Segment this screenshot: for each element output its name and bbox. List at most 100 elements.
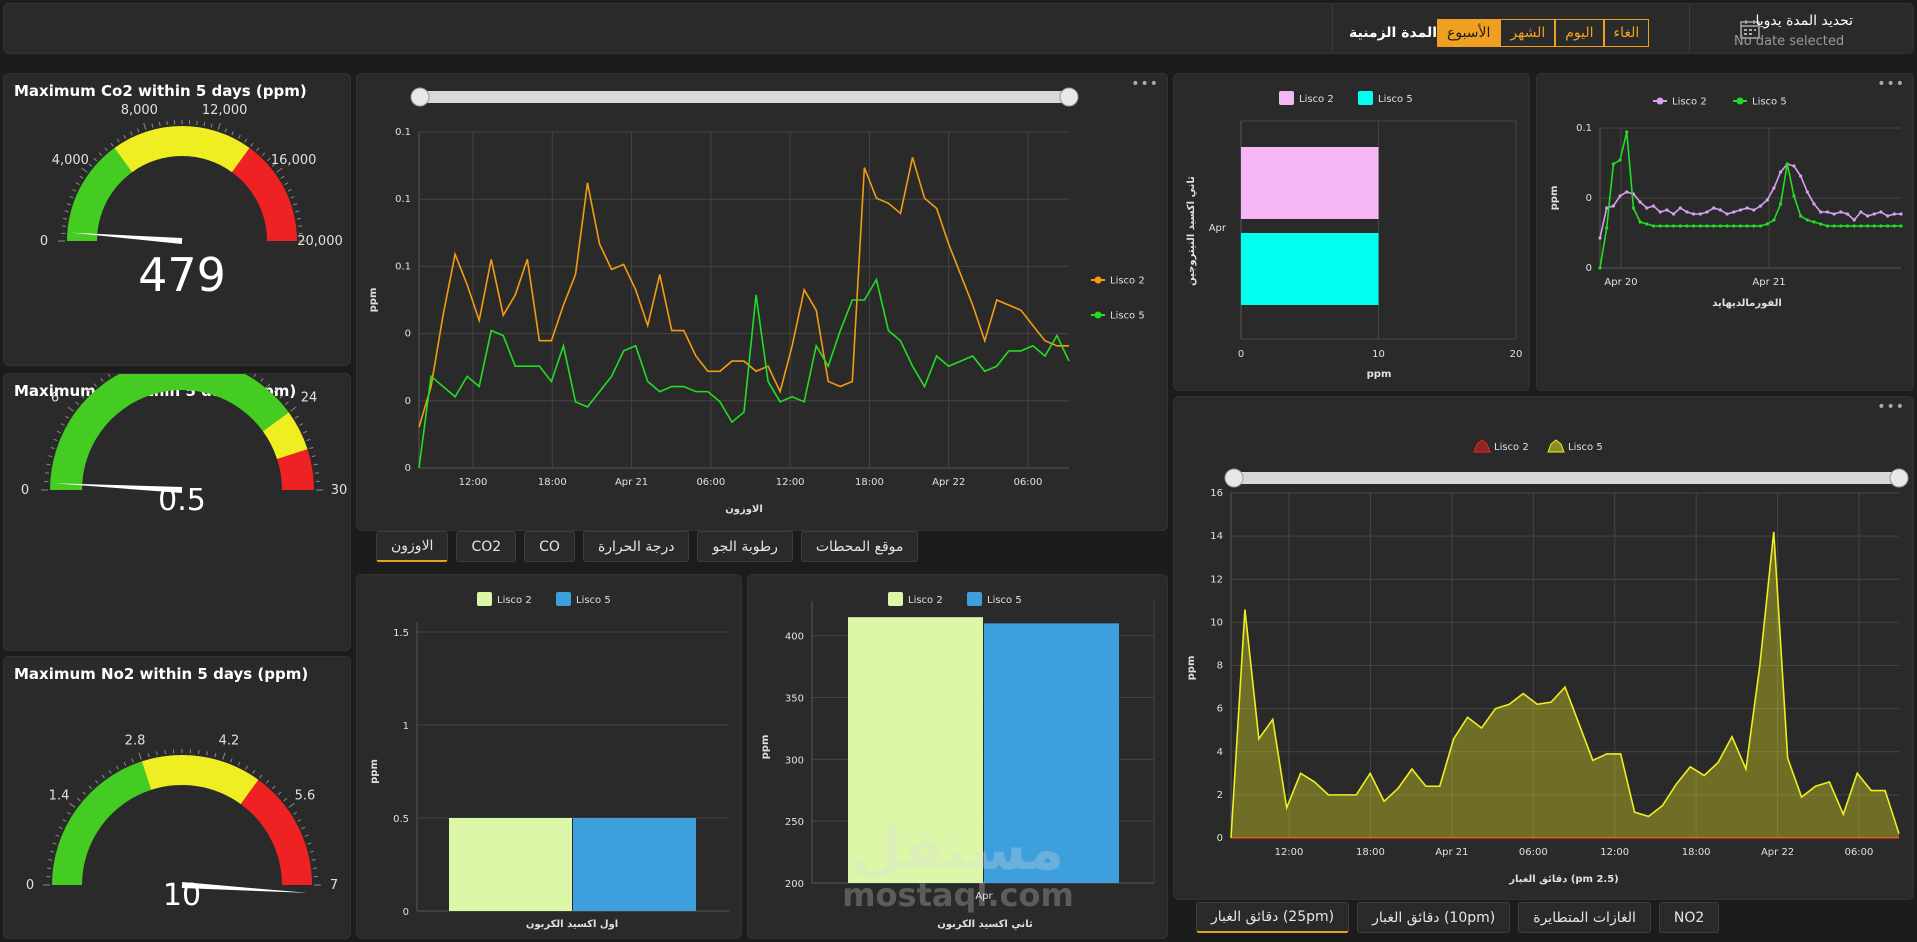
x-tick-label: 06:00 xyxy=(696,477,725,488)
tab[interactable]: دقائق الغبار (25pm) xyxy=(1196,902,1350,933)
data-point xyxy=(1665,224,1669,228)
gauge-tick-label: 24 xyxy=(301,391,318,406)
gauge-tick xyxy=(267,383,271,388)
y-tick-label: 0 xyxy=(405,329,411,340)
data-point xyxy=(1605,206,1609,210)
legend-marker xyxy=(556,592,571,606)
period-button[interactable]: الغاء xyxy=(1603,19,1650,47)
gauge-tick xyxy=(88,163,93,167)
calendar-icon[interactable] xyxy=(1739,18,1761,40)
gauge-tick xyxy=(56,430,61,434)
gauge-needle xyxy=(181,882,308,893)
gauge-band xyxy=(231,147,297,241)
data-point xyxy=(1852,218,1856,222)
legend-marker xyxy=(967,592,982,606)
x-tick-label: 12:00 xyxy=(1600,847,1629,858)
period-button[interactable]: الشهر xyxy=(1500,19,1556,47)
gauge-tick xyxy=(253,374,257,378)
data-point xyxy=(1758,204,1763,208)
x-tick-label: 12:00 xyxy=(459,477,488,488)
gauge-tick xyxy=(104,147,108,152)
legend-marker xyxy=(888,592,903,606)
y-tick-label: 0.5 xyxy=(393,814,409,825)
x-tick-label: 0 xyxy=(1238,349,1244,360)
tab[interactable]: دقائق الغبار (10pm) xyxy=(1357,902,1511,933)
gauge-tick xyxy=(284,401,289,405)
tab[interactable]: NO2 xyxy=(1658,902,1720,933)
data-point xyxy=(1692,212,1696,216)
gauge-tick xyxy=(259,774,263,779)
x-axis-title: الفورمالديهايد xyxy=(1712,298,1782,309)
more-options-icon[interactable]: ••• xyxy=(1877,399,1905,415)
y-tick-label: 0 xyxy=(1586,193,1592,204)
gauge-tick xyxy=(130,131,133,136)
period-button[interactable]: اليوم xyxy=(1555,19,1604,47)
tab[interactable]: درجة الحرارة xyxy=(582,531,690,562)
period-button[interactable]: الأسبوع xyxy=(1437,19,1501,47)
tab[interactable]: الاوزون xyxy=(376,531,449,562)
y-axis-title: ppm xyxy=(1186,656,1197,681)
gauge-needle xyxy=(54,483,183,493)
gauge-tick xyxy=(290,406,297,412)
more-options-icon[interactable]: ••• xyxy=(1131,76,1159,92)
gauge-tick xyxy=(93,157,98,162)
gauge-tick xyxy=(76,797,81,802)
bar xyxy=(848,617,983,883)
more-options-icon[interactable]: ••• xyxy=(1877,76,1905,92)
tab[interactable]: الغازات المتطايرة xyxy=(1518,902,1651,933)
gauge-tick xyxy=(55,834,60,837)
gauge-tick xyxy=(69,802,76,808)
range-slider-handle[interactable] xyxy=(1059,87,1079,107)
data-point xyxy=(1625,190,1629,194)
gauge-tick xyxy=(93,383,97,388)
gauge-tick-label: 12,000 xyxy=(202,103,248,118)
legend-marker xyxy=(1736,97,1744,105)
series-line xyxy=(1230,531,1900,839)
legend-marker xyxy=(1094,276,1102,284)
gauge-tick xyxy=(147,753,150,758)
range-slider-handle[interactable] xyxy=(1889,468,1909,488)
tab[interactable]: CO2 xyxy=(456,531,517,562)
data-point xyxy=(1685,210,1689,214)
data-point xyxy=(1625,130,1629,134)
gauge-tick xyxy=(75,182,80,186)
y-axis-title: ppm xyxy=(369,759,380,784)
gauge-tick xyxy=(50,850,55,853)
tab[interactable]: موقع المحطات xyxy=(800,531,919,562)
gauge-band xyxy=(141,755,259,805)
data-point xyxy=(1712,206,1716,210)
gauge-tick xyxy=(88,785,93,790)
data-point xyxy=(1651,224,1656,228)
tab[interactable]: CO xyxy=(524,531,575,562)
y-tick-label: 6 xyxy=(1217,704,1223,715)
x-axis-title: اول اكسيد الكربون xyxy=(526,919,618,930)
gauge-tick xyxy=(46,463,51,466)
gauge-tick xyxy=(224,128,228,133)
range-slider-handle[interactable] xyxy=(410,87,430,107)
range-slider-handle[interactable] xyxy=(1224,468,1244,488)
gauge-tick xyxy=(50,446,55,450)
x-tick-label: 20 xyxy=(1510,349,1523,360)
gauge-tick xyxy=(277,791,282,796)
manual-range-title[interactable]: تحديد المدة يدويا xyxy=(1755,13,1853,29)
tab[interactable]: رطوبة الجو xyxy=(697,531,793,562)
legend-label: Lisco 2 xyxy=(1299,94,1334,105)
gauge-tick-label: 30 xyxy=(331,483,348,498)
gauge-band xyxy=(67,147,133,241)
gauge-tick xyxy=(293,203,298,206)
formaldehyde-chart-panel: ••• 0 0 0.1 Apr 20 Apr 21 الفورمالديهايد ppm Li… xyxy=(1536,73,1914,391)
gauge-tick xyxy=(307,842,312,845)
mid-tabbar: موقع المحطات رطوبة الجو درجة الحرارة CO CO2 ا… xyxy=(376,531,919,562)
bar xyxy=(573,818,696,911)
gauge-tick xyxy=(304,834,309,837)
legend-label: Lisco 5 xyxy=(1568,442,1603,453)
vertical-divider xyxy=(1689,4,1690,53)
y-tick-label: 250 xyxy=(785,817,804,828)
gauge-value: 0.5 xyxy=(158,483,206,518)
data-point xyxy=(1799,174,1803,178)
data-point xyxy=(1845,224,1850,228)
x-tick-label: Apr 21 xyxy=(1435,847,1468,858)
data-point xyxy=(1899,212,1903,216)
formaldehyde-chart: 0 0 0.1 Apr 20 Apr 21 الفورمالديهايد ppm Lisco … xyxy=(1549,97,1903,309)
gauge-tick-label: 5.6 xyxy=(295,789,316,804)
